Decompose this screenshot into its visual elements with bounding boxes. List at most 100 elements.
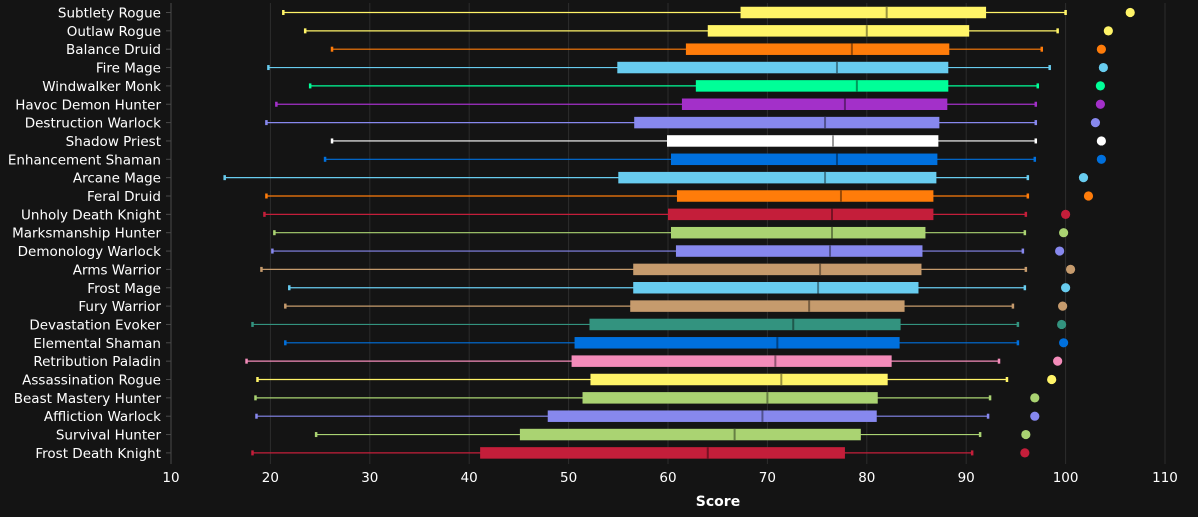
iqr-box	[670, 226, 926, 239]
x-tick-label-30: 30	[361, 470, 378, 486]
box-havoc-demon-hunter	[275, 98, 1105, 110]
iqr-box	[617, 61, 949, 74]
category-labels: Subtlety Rogue Outlaw Rogue Balance Druid F…	[8, 6, 171, 462]
box-survival-hunter	[314, 428, 1031, 441]
x-axis-title: Score	[696, 494, 740, 510]
category-label-survival-hunter: Survival Hunter	[56, 428, 162, 444]
category-label-unholy-death-knight: Unholy Death Knight	[21, 207, 161, 223]
x-tick-label-20: 20	[262, 470, 279, 486]
box-beast-mastery-hunter	[254, 392, 1040, 404]
box-devastation-evoker	[251, 318, 1067, 331]
x-tick-label-100: 100	[1053, 470, 1079, 486]
category-label-subtlety-rogue: Subtlety Rogue	[58, 6, 161, 22]
category-label-feral-druid: Feral Druid	[87, 189, 161, 205]
outlier-point	[1103, 26, 1113, 36]
category-label-destruction-warlock: Destruction Warlock	[25, 116, 161, 132]
box-frost-mage	[288, 282, 1071, 294]
box-subtlety-rogue	[282, 6, 1135, 19]
outlier-point	[1083, 191, 1094, 201]
iqr-box	[633, 263, 922, 276]
iqr-box	[590, 373, 888, 386]
x-tick-label-70: 70	[759, 470, 776, 486]
category-label-frost-death-knight: Frost Death Knight	[35, 446, 161, 462]
box-marksmanship-hunter	[273, 226, 1069, 239]
category-label-assassination-rogue: Assassination Rogue	[22, 373, 161, 389]
x-tick-label-50: 50	[560, 470, 577, 486]
box-arcane-mage	[223, 171, 1089, 184]
box-destruction-warlock	[265, 116, 1101, 129]
outlier-point	[1053, 356, 1063, 366]
category-label-balance-druid: Balance Druid	[66, 42, 161, 58]
box-windwalker-monk	[308, 80, 1105, 92]
outlier-point	[1057, 319, 1067, 330]
box-unholy-death-knight	[263, 208, 1071, 221]
category-label-affliction-warlock: Affliction Warlock	[44, 409, 161, 425]
iqr-box	[633, 282, 919, 294]
category-label-outlaw-rogue: Outlaw Rogue	[67, 24, 161, 40]
outlier-point	[1078, 173, 1089, 183]
x-tick-label-60: 60	[659, 470, 676, 486]
box-balance-druid	[330, 43, 1106, 55]
iqr-box	[589, 318, 901, 331]
outlier-point	[1061, 209, 1071, 219]
outlier-point	[1098, 62, 1108, 73]
outlier-point	[1047, 374, 1057, 385]
outlier-point	[1125, 7, 1135, 18]
outlier-point	[1095, 81, 1105, 91]
box-assassination-rogue	[256, 373, 1057, 386]
iqr-box	[676, 190, 934, 202]
x-tick-label-10: 10	[162, 470, 179, 486]
outlier-point	[1095, 99, 1105, 109]
box-elemental-shaman	[284, 337, 1069, 349]
category-label-arcane-mage: Arcane Mage	[73, 171, 161, 187]
category-label-windwalker-monk: Windwalker Monk	[42, 79, 161, 95]
category-label-devastation-evoker: Devastation Evoker	[29, 317, 161, 333]
box-arms-warrior	[260, 263, 1076, 276]
box-retribution-paladin	[245, 355, 1063, 367]
category-label-fire-mage: Fire Mage	[96, 61, 161, 77]
outlier-point	[1055, 246, 1065, 256]
iqr-box	[667, 135, 939, 147]
category-label-beast-mastery-hunter: Beast Mastery Hunter	[14, 391, 162, 407]
category-label-marksmanship-hunter: Marksmanship Hunter	[12, 226, 161, 242]
x-tick-label-110: 110	[1152, 470, 1178, 486]
outlier-point	[1061, 283, 1071, 293]
category-label-enhancement-shaman: Enhancement Shaman	[8, 152, 161, 168]
category-label-havoc-demon-hunter: Havoc Demon Hunter	[15, 97, 161, 113]
outlier-point	[1065, 264, 1076, 274]
iqr-box	[582, 392, 878, 404]
category-label-arms-warrior: Arms Warrior	[73, 262, 162, 278]
outlier-point	[1030, 393, 1040, 403]
iqr-box	[670, 153, 938, 166]
x-tick-label-80: 80	[858, 470, 875, 486]
x-tick-label-40: 40	[461, 470, 478, 486]
iqr-box	[618, 171, 937, 184]
iqr-box	[547, 410, 877, 422]
outlier-point	[1059, 338, 1069, 348]
x-tick-label-90: 90	[958, 470, 975, 486]
category-label-fury-warrior: Fury Warrior	[78, 299, 161, 315]
category-label-elemental-shaman: Elemental Shaman	[33, 336, 161, 352]
box-fury-warrior	[284, 300, 1068, 312]
iqr-box	[695, 80, 949, 92]
iqr-box	[630, 300, 905, 312]
outlier-point	[1096, 44, 1106, 54]
iqr-box	[571, 355, 892, 367]
outlier-point	[1030, 411, 1040, 421]
category-label-frost-mage: Frost Mage	[87, 281, 161, 297]
category-label-demonology-warlock: Demonology Warlock	[18, 244, 162, 260]
box-demonology-warlock	[271, 245, 1065, 257]
box-outlaw-rogue	[303, 25, 1113, 37]
box-shadow-priest	[330, 135, 1106, 147]
outlier-point	[1090, 118, 1101, 128]
box-frost-death-knight	[251, 447, 1030, 459]
box-fire-mage	[267, 61, 1108, 74]
x-axis: 10 20 30 40 50 60 70 80 90 100 110	[162, 3, 1178, 486]
outlier-point	[1096, 136, 1106, 146]
outlier-point	[1096, 154, 1106, 164]
outlier-point	[1021, 429, 1031, 440]
outlier-point	[1059, 228, 1069, 238]
box-feral-druid	[265, 190, 1094, 202]
iqr-box	[681, 98, 948, 110]
